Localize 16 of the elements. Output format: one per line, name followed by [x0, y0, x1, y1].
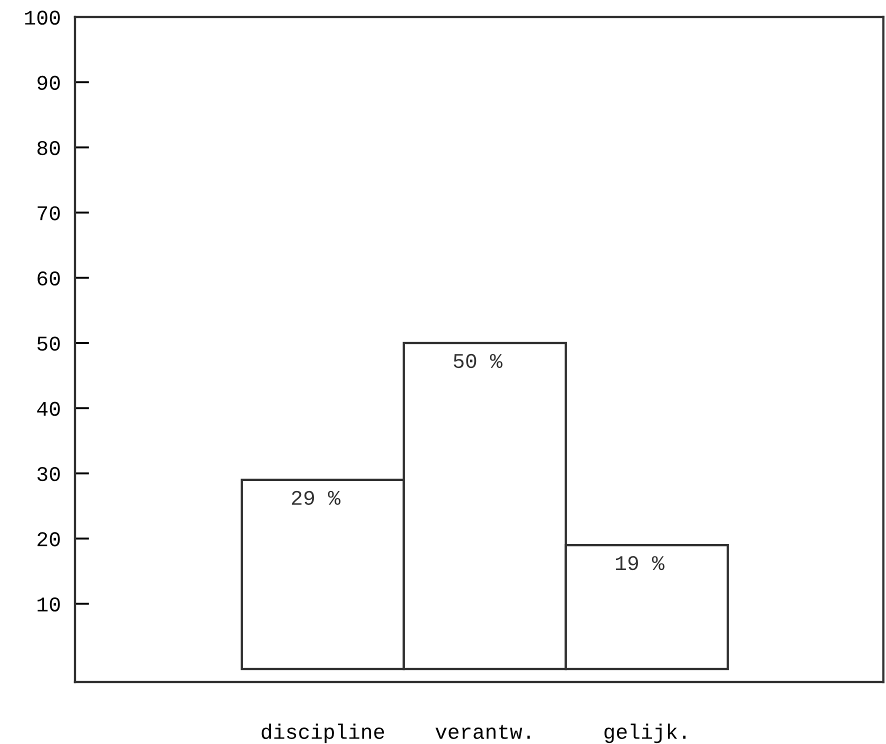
y-tick-label: 90	[38, 76, 60, 90]
y-tick-label: 80	[37, 141, 60, 156]
y-tick-label: 60	[38, 271, 60, 286]
y-tick-label: 50	[37, 336, 60, 351]
y-tick-label: 40	[37, 402, 60, 416]
y-tick-label: 20	[38, 532, 60, 546]
data-label: 19 %	[616, 556, 664, 570]
x-tick-label: verantw.	[436, 724, 530, 739]
x-tick-label: gelijk.	[604, 724, 686, 744]
y-tick-label: 100	[25, 10, 60, 25]
y-tick-label: 30	[37, 466, 60, 482]
data-label: 50 %	[454, 354, 502, 368]
x-tick-label: discipline	[262, 724, 384, 744]
y-tick-label: 70	[38, 206, 60, 220]
data-label: 29 %	[292, 490, 340, 505]
y-tick-label: 10	[38, 597, 60, 612]
